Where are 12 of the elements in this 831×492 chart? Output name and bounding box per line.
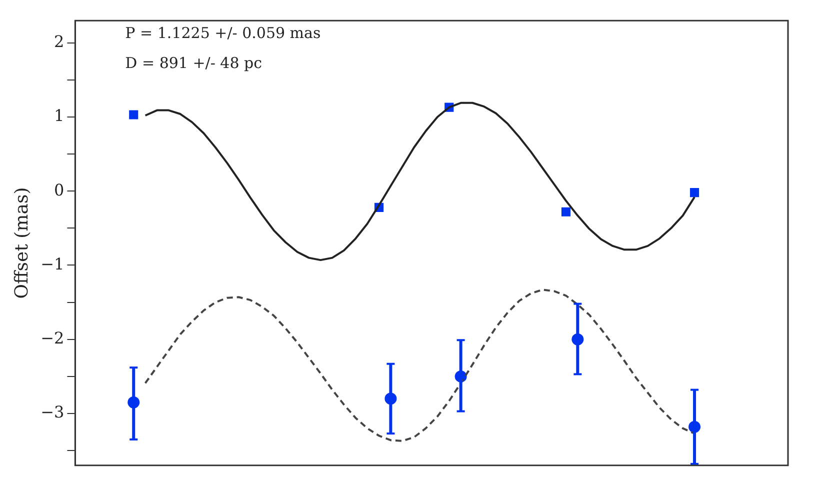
y-tick-label: 2 (54, 32, 64, 51)
point (561, 207, 571, 216)
y-tick-label: −2 (40, 328, 64, 348)
annotation: D = 891 +/- 48 pc (125, 54, 262, 72)
point (690, 188, 700, 198)
y-tick-label: −1 (40, 254, 64, 274)
y-tick-label: 0 (54, 180, 64, 200)
y-tick-label: 1 (54, 106, 64, 126)
annotation: P = 1.1225 +/- 0.059 mas (125, 24, 321, 42)
y-axis-title: Offset (mas) (11, 187, 32, 299)
point (129, 110, 138, 120)
y-tick-label: −3 (40, 402, 64, 422)
